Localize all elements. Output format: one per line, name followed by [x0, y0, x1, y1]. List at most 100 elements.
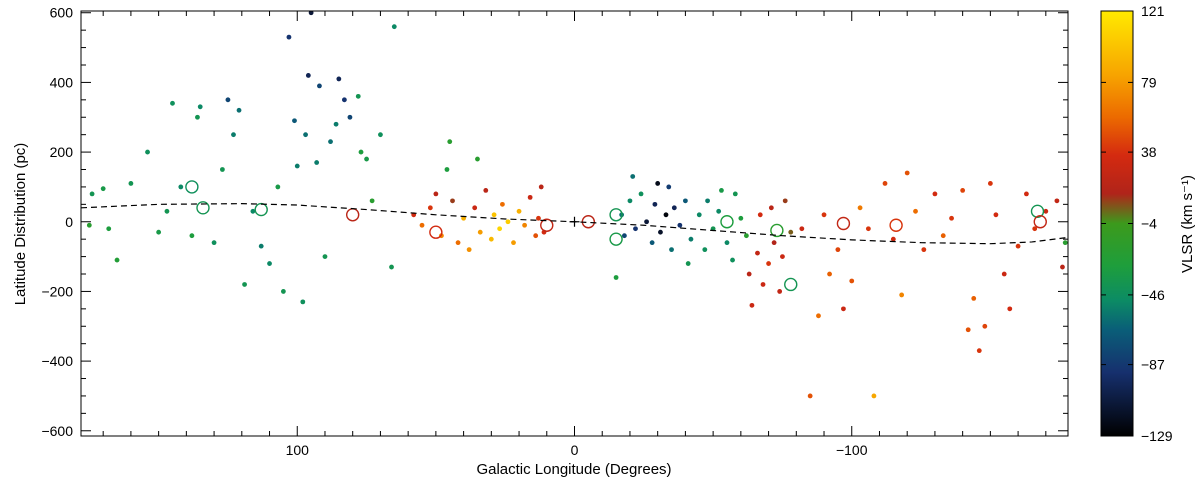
data-point: [419, 222, 425, 228]
origin-marker: [569, 216, 580, 227]
open-circle-point: [185, 180, 199, 194]
data-point: [100, 186, 106, 192]
open-circle-point: [609, 232, 623, 246]
x-tick-label: 100: [286, 442, 310, 458]
data-point: [195, 114, 200, 120]
data-point: [630, 174, 636, 179]
data-point: [696, 212, 702, 218]
data-point: [477, 229, 483, 235]
data-point: [976, 348, 982, 354]
data-point: [197, 104, 203, 110]
data-point: [292, 118, 297, 124]
y-tick-label: 600: [50, 5, 74, 21]
data-point: [702, 247, 708, 253]
data-point: [771, 240, 777, 246]
open-circle-point: [429, 225, 443, 239]
x-tick-label: −100: [836, 442, 868, 458]
data-point: [450, 198, 455, 204]
data-point: [971, 295, 977, 301]
data-point: [849, 278, 855, 284]
data-point: [156, 229, 162, 235]
data-point: [743, 233, 749, 239]
data-point: [364, 156, 369, 162]
data-point: [300, 299, 306, 305]
data-point: [730, 257, 735, 263]
data-point: [314, 160, 320, 165]
data-point: [987, 181, 993, 186]
data-point: [516, 208, 522, 214]
data-point: [1060, 264, 1065, 270]
data-point: [303, 132, 308, 138]
data-point: [533, 233, 539, 239]
data-point: [821, 212, 827, 218]
data-point: [1043, 208, 1049, 214]
data-point: [317, 83, 322, 89]
data-point: [500, 201, 505, 207]
data-point: [378, 132, 383, 138]
data-point: [225, 97, 231, 103]
data-point: [333, 121, 339, 127]
data-point: [738, 215, 744, 221]
data-point: [178, 184, 184, 190]
data-point: [106, 226, 112, 232]
data-point: [341, 97, 347, 103]
data-point: [258, 243, 264, 249]
data-point: [1024, 191, 1029, 197]
data-point: [613, 275, 619, 280]
data-point: [669, 247, 674, 253]
data-point: [913, 208, 918, 214]
data-point: [219, 167, 225, 172]
open-circle-point: [784, 277, 798, 292]
y-axis-title: Latitude Distribution (pc): [12, 143, 29, 306]
colorbar-tick-label: −46: [1141, 287, 1165, 303]
data-point: [1054, 198, 1060, 204]
data-point: [475, 156, 480, 162]
data-point: [483, 188, 489, 193]
data-point: [638, 191, 644, 197]
data-point: [280, 289, 286, 294]
open-circle-point: [1030, 204, 1045, 219]
y-tick-label: −400: [41, 353, 73, 369]
data-point: [857, 205, 863, 211]
data-point: [688, 236, 694, 242]
data-point: [760, 282, 766, 287]
data-point: [242, 282, 247, 287]
y-tick-label: −600: [41, 423, 73, 439]
data-point: [685, 261, 691, 266]
data-point: [835, 247, 841, 253]
data-point: [871, 393, 877, 399]
open-circle-point: [254, 202, 268, 217]
data-point: [294, 163, 300, 169]
colorbar-tick-label: 38: [1141, 144, 1157, 160]
open-circle-point: [770, 223, 784, 238]
data-point: [780, 254, 785, 259]
data-point: [732, 191, 738, 197]
colorbar-label: VLSR (km s⁻¹): [1179, 175, 1196, 273]
data-point: [719, 188, 724, 193]
data-point: [768, 205, 774, 211]
data-point: [982, 323, 988, 329]
data-point: [231, 132, 236, 138]
data-point: [472, 205, 478, 211]
data-point: [466, 247, 472, 253]
y-tick-label: −200: [41, 283, 73, 299]
data-point: [655, 181, 661, 186]
data-point: [527, 194, 533, 200]
data-point: [766, 261, 771, 266]
colorbar-tick-label: 121: [1141, 3, 1165, 19]
data-point: [267, 261, 272, 266]
open-circle-point: [540, 218, 554, 232]
data-point: [1062, 240, 1068, 246]
data-point: [755, 250, 760, 256]
data-point: [444, 167, 450, 172]
data-point: [788, 229, 794, 235]
data-point: [1015, 243, 1021, 249]
data-point: [511, 240, 516, 246]
data-point: [757, 212, 763, 218]
open-circle-point: [196, 201, 210, 215]
colorbar-tick-label: 79: [1141, 74, 1157, 90]
open-circle-point: [346, 208, 360, 222]
data-point: [777, 289, 783, 294]
y-tick-label: 400: [50, 74, 74, 90]
